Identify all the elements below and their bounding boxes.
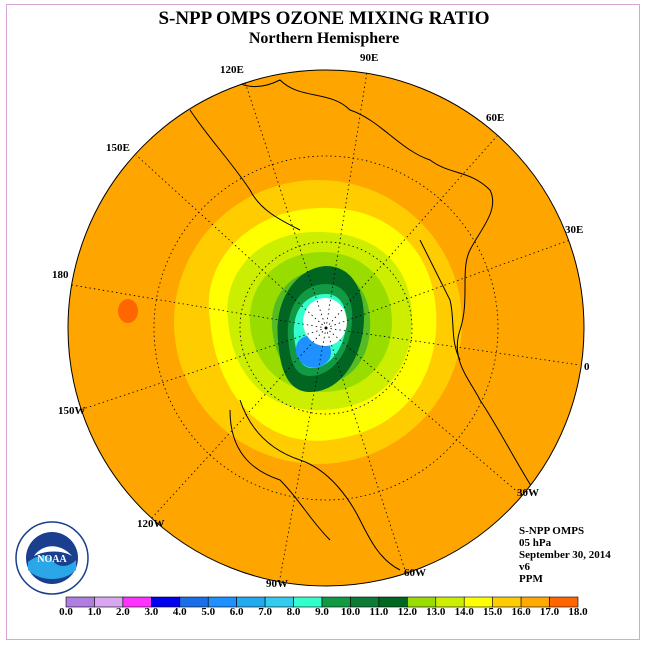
- meridian-label-60e: 60E: [486, 112, 504, 124]
- info-date: September 30, 2014: [519, 549, 611, 561]
- noaa-logo: NOAA: [15, 521, 89, 595]
- meridian-label-0: 0: [584, 361, 590, 373]
- meridian-label-90e: 90E: [360, 52, 378, 64]
- colorbar-tick-label: 9.0: [315, 606, 329, 618]
- meridian-label-90w: 90W: [266, 578, 288, 590]
- polar-no-data: [303, 298, 347, 346]
- colorbar-tick-label: 8.0: [286, 606, 301, 618]
- info-block: S-NPP OMPS 05 hPa September 30, 2014 v6 …: [519, 525, 611, 585]
- info-units: PPM: [519, 573, 543, 585]
- colorbar-tick-label: 16.0: [511, 606, 531, 618]
- meridian-label-30w: 30W: [517, 487, 539, 499]
- colorbar-swatch: [549, 596, 579, 608]
- meridian-label-60w: 60W: [404, 567, 426, 579]
- colorbar-tick-label: 11.0: [369, 606, 389, 618]
- colorbar-tick-label: 6.0: [229, 606, 244, 618]
- colorbar-tick-label: 14.0: [454, 606, 474, 618]
- meridian-label-30e: 30E: [565, 224, 583, 236]
- colorbar-ticks: 0.0 1.0 2.0 3.0 4.0 5.0 6.0 7.0 8.0 9.0 10.0 11.0 12…: [0, 606, 648, 622]
- info-version: v6: [519, 561, 530, 573]
- colorbar-tick-label: 5.0: [201, 606, 216, 618]
- coastlines: [189, 70, 541, 571]
- graticule: [71, 71, 581, 579]
- colorbar-tick-label: 13.0: [426, 606, 446, 618]
- map-subtitle: Northern Hemisphere: [248, 30, 400, 47]
- meridian-label-150w: 150W: [58, 405, 86, 417]
- meridian-label-120w: 120W: [137, 518, 165, 530]
- colorbar-tick-label: 15.0: [483, 606, 503, 618]
- colorbar-tick-label: 10.0: [340, 606, 361, 618]
- map-title: S-NPP OMPS OZONE MIXING RATIO: [158, 8, 490, 29]
- colorbar: [65, 596, 579, 608]
- colorbar-tick-label: 1.0: [87, 606, 102, 618]
- noaa-logo-text: NOAA: [37, 554, 67, 565]
- colorbar-tick-label: 0.0: [59, 606, 73, 618]
- colorbar-tick-label: 2.0: [116, 606, 130, 618]
- info-pressure: 05 hPa: [519, 537, 552, 549]
- contour-patch-180: [118, 299, 138, 323]
- meridian-label-120e: 120E: [220, 64, 244, 76]
- colorbar-tick-label: 4.0: [172, 606, 187, 618]
- colorbar-tick-label: 12.0: [397, 606, 417, 618]
- colorbar-tick-label: 7.0: [258, 606, 272, 618]
- meridian-label-150e: 150E: [106, 142, 130, 154]
- colorbar-tick-label: 3.0: [144, 606, 159, 618]
- colorbar-tick-label: 18.0: [568, 606, 588, 618]
- meridian-label-180: 180: [52, 269, 69, 281]
- figure-frame: [6, 4, 640, 640]
- colorbar-tick-label: 17.0: [539, 606, 560, 618]
- info-instrument: S-NPP OMPS: [519, 525, 585, 537]
